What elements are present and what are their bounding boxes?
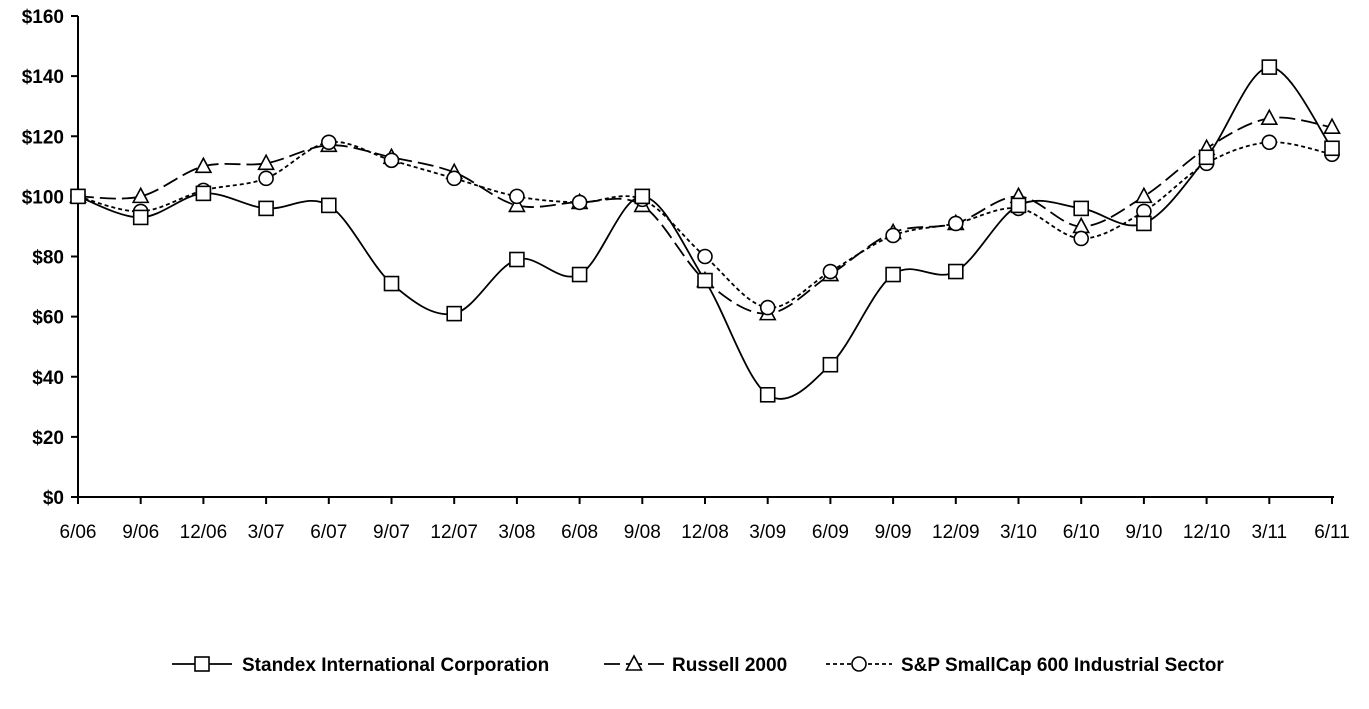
x-tick-label: 9/06 xyxy=(122,522,159,543)
data-point-series-1 xyxy=(70,188,86,205)
series-markers xyxy=(69,59,1341,403)
data-point-series-1 xyxy=(132,209,149,226)
x-axis-ticks: 6/06 9/06 12/06 3/07 6/07 9/07 12/07 3/08 6/08 9/… xyxy=(60,497,1350,543)
data-point-series-1 xyxy=(822,356,839,373)
y-tick-label: $120 xyxy=(22,127,64,148)
x-tick-label: 6/07 xyxy=(310,522,347,543)
data-point-series-3 xyxy=(446,170,463,187)
data-point-series-2 xyxy=(1260,108,1279,126)
data-point-series-1 xyxy=(1073,200,1089,217)
data-point-series-2 xyxy=(508,195,526,213)
y-tick-label: $0 xyxy=(43,488,64,509)
data-point-series-1 xyxy=(1136,215,1152,232)
x-tick-label: 9/07 xyxy=(373,522,410,543)
x-tick-label: 3/09 xyxy=(749,522,786,543)
data-point-series-3 xyxy=(697,248,713,265)
data-point-series-2 xyxy=(1323,117,1341,135)
data-point-series-1 xyxy=(1324,140,1340,157)
x-tick-label: 12/06 xyxy=(180,522,228,543)
x-tick-label: 12/09 xyxy=(932,522,980,543)
y-tick-label: $60 xyxy=(32,308,64,329)
legend-item-2: Russell 2000 xyxy=(604,654,787,676)
data-point-series-1 xyxy=(1198,149,1215,166)
legend-marker xyxy=(194,656,210,672)
legend: Standex International Corporation Russell… xyxy=(172,654,1224,676)
data-point-series-2 xyxy=(194,156,213,174)
legend-item-1: Standex International Corporation xyxy=(172,655,549,676)
data-point-series-2 xyxy=(1135,186,1153,204)
x-tick-label: 6/09 xyxy=(812,522,849,543)
y-tick-label: $20 xyxy=(32,428,64,449)
data-point-series-2 xyxy=(257,153,275,171)
x-tick-label: 6/08 xyxy=(561,522,598,543)
x-tick-label: 6/10 xyxy=(1063,522,1100,543)
data-point-series-1 xyxy=(947,263,964,280)
data-point-series-1 xyxy=(1010,197,1027,214)
data-point-series-1 xyxy=(320,197,337,214)
y-tick-label: $40 xyxy=(32,368,64,389)
data-point-series-1 xyxy=(634,188,651,205)
x-tick-label: 12/07 xyxy=(430,522,478,543)
data-point-series-1 xyxy=(1261,59,1278,75)
y-tick-label: $80 xyxy=(32,248,64,269)
series-lines xyxy=(77,66,1333,400)
data-point-series-3 xyxy=(885,227,901,244)
data-point-series-3 xyxy=(1261,134,1278,151)
data-point-series-3 xyxy=(320,134,337,151)
data-point-series-1 xyxy=(885,266,901,283)
y-tick-label: $160 xyxy=(22,7,64,28)
x-tick-label: 9/08 xyxy=(624,522,661,543)
series-line-3 xyxy=(77,140,1333,309)
legend-marker xyxy=(851,656,867,672)
data-point-series-1 xyxy=(697,272,713,289)
legend-marker xyxy=(625,654,643,671)
y-axis-ticks: $0 $20 $40 $60 $80 $100 $120 $140 $160 xyxy=(22,7,78,509)
data-point-series-1 xyxy=(759,386,776,403)
data-point-series-3 xyxy=(258,170,274,187)
series-line-1 xyxy=(77,66,1333,400)
data-point-series-1 xyxy=(571,266,588,283)
x-tick-label: 12/10 xyxy=(1183,522,1231,543)
data-point-series-1 xyxy=(446,305,463,322)
x-tick-label: 9/09 xyxy=(875,522,912,543)
legend-label: Russell 2000 xyxy=(672,655,787,676)
data-point-series-1 xyxy=(258,200,274,217)
data-point-series-2 xyxy=(131,186,150,204)
legend-label: S&P SmallCap 600 Industrial Sector xyxy=(901,655,1224,676)
data-point-series-3 xyxy=(822,263,839,280)
data-point-series-1 xyxy=(509,251,525,268)
x-tick-label: 12/08 xyxy=(681,522,729,543)
data-point-series-3 xyxy=(383,152,400,169)
x-tick-label: 3/10 xyxy=(1000,522,1037,543)
x-tick-label: 3/08 xyxy=(498,522,535,543)
data-point-series-3 xyxy=(947,215,964,232)
x-tick-label: 9/10 xyxy=(1125,522,1162,543)
y-tick-label: $100 xyxy=(22,187,64,208)
data-point-series-1 xyxy=(383,275,400,292)
data-point-series-3 xyxy=(759,299,776,316)
data-point-series-3 xyxy=(571,194,588,211)
data-point-series-3 xyxy=(1073,230,1089,247)
x-tick-label: 6/11 xyxy=(1314,522,1350,543)
x-tick-label: 3/07 xyxy=(248,522,285,543)
y-tick-label: $140 xyxy=(22,67,64,88)
legend-item-3: S&P SmallCap 600 Industrial Sector xyxy=(826,655,1224,676)
data-point-series-3 xyxy=(509,188,525,205)
data-point-series-1 xyxy=(195,185,212,202)
legend-label: Standex International Corporation xyxy=(242,655,549,676)
x-tick-label: 6/06 xyxy=(60,522,97,543)
x-tick-label: 3/11 xyxy=(1252,522,1288,543)
